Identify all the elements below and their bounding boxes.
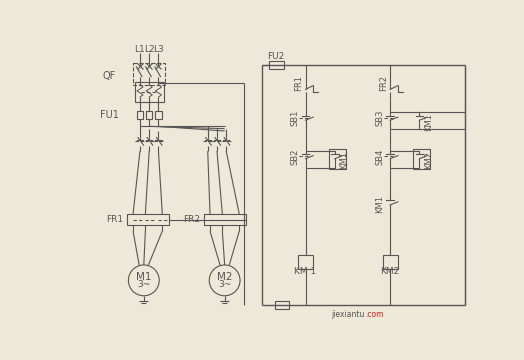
Text: FR2: FR2 — [379, 75, 388, 91]
Bar — [268, 61, 284, 69]
Text: KM1: KM1 — [375, 195, 384, 213]
Text: KM2: KM2 — [424, 151, 433, 169]
Text: FR2: FR2 — [183, 215, 200, 224]
Bar — [413, 149, 430, 170]
Bar — [146, 111, 152, 119]
Text: L2: L2 — [144, 45, 155, 54]
Text: jiexiantu: jiexiantu — [331, 310, 365, 319]
Bar — [135, 82, 164, 102]
Text: KM1: KM1 — [340, 151, 348, 169]
Bar — [133, 63, 166, 85]
Bar — [383, 255, 398, 269]
Text: KM2: KM2 — [380, 267, 400, 276]
Text: FU1: FU1 — [100, 110, 118, 120]
Bar — [298, 255, 313, 269]
Bar — [137, 111, 143, 119]
Text: KM1: KM1 — [424, 113, 433, 131]
Text: QF: QF — [103, 71, 116, 81]
Text: KM 1: KM 1 — [294, 267, 316, 276]
Text: 3~: 3~ — [218, 280, 231, 289]
Bar — [127, 214, 169, 225]
Text: L1: L1 — [135, 45, 145, 54]
Text: FR1: FR1 — [106, 215, 123, 224]
Bar — [276, 301, 289, 309]
Text: SB4: SB4 — [375, 148, 384, 165]
Text: 3~: 3~ — [137, 280, 150, 289]
Bar — [155, 111, 161, 119]
Text: M1: M1 — [136, 271, 151, 282]
Bar — [204, 214, 246, 225]
Text: SB1: SB1 — [290, 110, 299, 126]
Text: FR1: FR1 — [294, 75, 303, 91]
Text: SB2: SB2 — [290, 148, 299, 165]
Text: SB3: SB3 — [375, 110, 384, 126]
Text: FU2: FU2 — [268, 52, 285, 61]
Text: .com: .com — [366, 310, 384, 319]
Bar — [329, 149, 345, 170]
Text: M2: M2 — [217, 271, 233, 282]
Text: L3: L3 — [153, 45, 164, 54]
